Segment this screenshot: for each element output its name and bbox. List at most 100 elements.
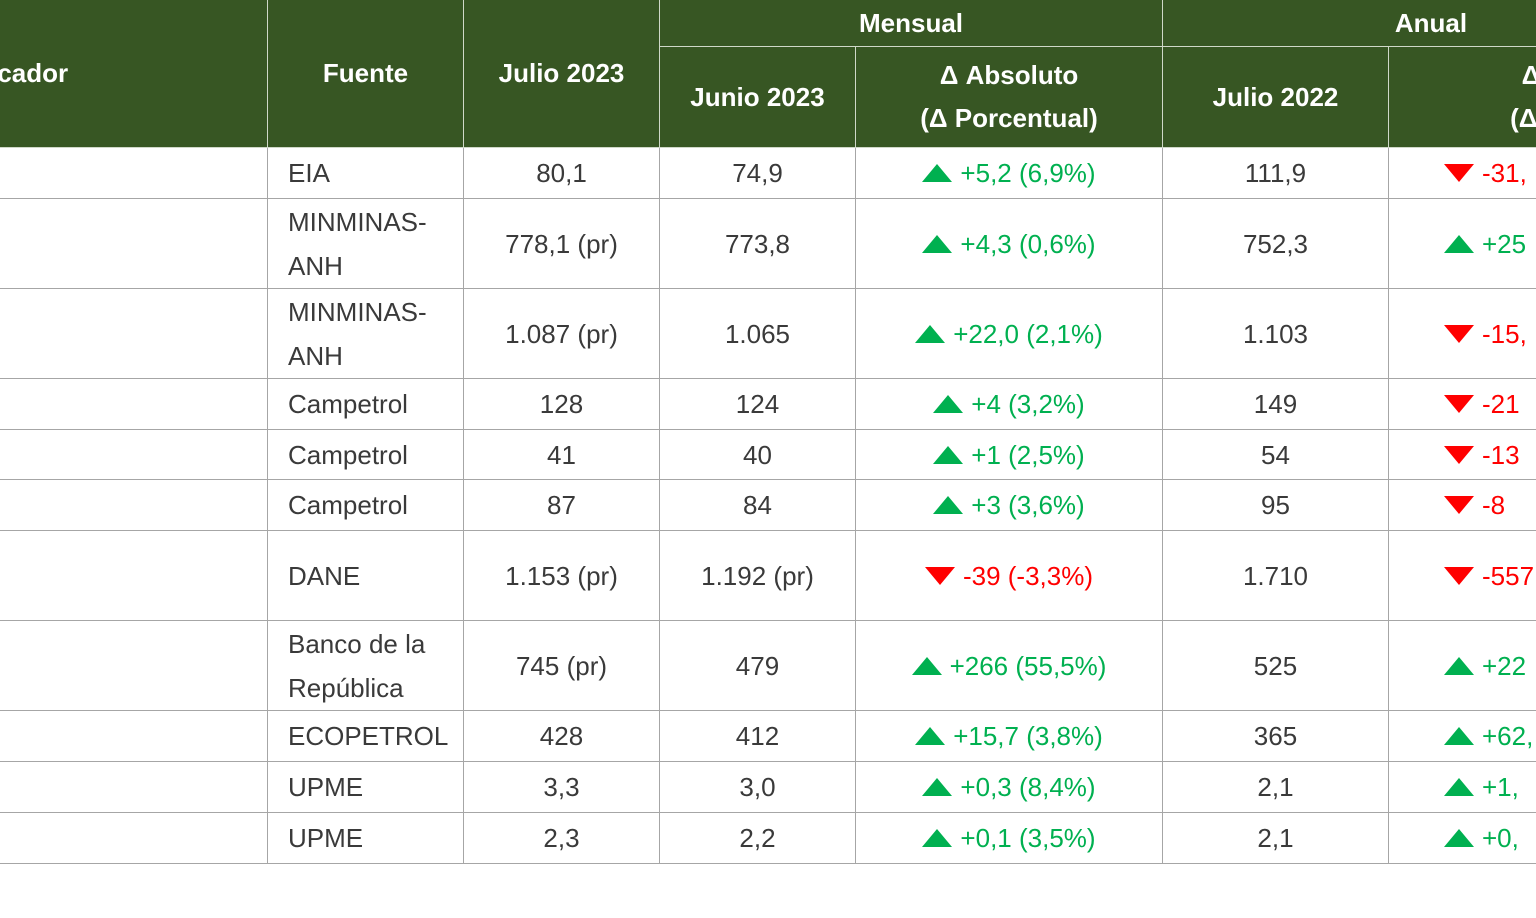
- delta-cell: +1,: [1389, 762, 1536, 813]
- value-cell: 428: [464, 711, 660, 762]
- value-cell: 54: [1163, 430, 1389, 480]
- header-group: Mensual: [660, 0, 1163, 47]
- value-text: 778,1 (pr): [505, 228, 618, 259]
- arrow-down: [1444, 566, 1474, 585]
- delta-text: +0,1 (3,5%): [960, 823, 1096, 853]
- header-text: (Δ Po: [1510, 103, 1536, 133]
- header-text: Fuente: [322, 58, 409, 88]
- source-cell: UPME: [268, 762, 464, 813]
- delta-cell: -39 (-3,3%): [856, 531, 1163, 621]
- header-cell: Δ Absoluto (Δ Porcentual): [856, 47, 1163, 148]
- delta-cell: +62,: [1389, 711, 1536, 762]
- header-text: Δ Absoluto: [939, 60, 1079, 90]
- indicator-cell: na (USD/Gal) (5): [0, 762, 268, 813]
- arrow-up: [933, 445, 964, 464]
- delta-cell: +15,7 (3,8%): [856, 711, 1163, 762]
- value-cell: 74,9: [660, 148, 856, 199]
- source-text: EIA: [288, 158, 330, 188]
- value-text: 412: [735, 721, 780, 751]
- delta-cell: +1 (2,5%): [856, 430, 1163, 480]
- delta-cell: -8: [1389, 480, 1536, 531]
- source-text: MINMINAS-: [288, 296, 427, 327]
- delta-text: +4,3 (0,6%): [960, 228, 1096, 259]
- arrow-up: [1444, 656, 1474, 675]
- indicator-cell: (USD/Gal) (5): [0, 813, 268, 864]
- value-cell: 2,3: [464, 813, 660, 864]
- value-cell: 2,1: [1163, 762, 1389, 813]
- value-cell: 365: [1163, 711, 1389, 762]
- value-text: 2,2: [739, 823, 776, 853]
- arrow-up: [922, 829, 953, 847]
- delta-text: +1,: [1482, 772, 1519, 802]
- value-cell: 2,2: [660, 813, 856, 864]
- value-cell: 1.153 (pr): [464, 531, 660, 621]
- value-text: 54: [1261, 439, 1290, 470]
- delta-text: -39 (-3,3%): [962, 560, 1094, 591]
- indicator-cell: acondicionamiento: [0, 480, 268, 531]
- header-text: Anual: [1394, 7, 1468, 38]
- delta-cell: +0,3 (8,4%): [856, 762, 1163, 813]
- indicator-cell: s Colombia: [0, 379, 268, 430]
- value-text: 1.710: [1242, 560, 1309, 591]
- indicator-cell: (MPCD) (1): [0, 289, 268, 379]
- value-text: 1.192 (pr): [701, 560, 814, 591]
- delta-text: -13: [1482, 439, 1520, 470]
- source-cell: UPME: [268, 813, 464, 864]
- arrow-up: [933, 496, 964, 514]
- arrow-up: [1444, 234, 1474, 253]
- indicator-cell: [0, 148, 268, 199]
- delta-cell: +0,1 (3,5%): [856, 813, 1163, 864]
- source-cell: Campetrol: [268, 379, 464, 430]
- delta-text: -8: [1482, 490, 1506, 520]
- value-cell: 1.710: [1163, 531, 1389, 621]
- indicator-cell: óleo (KBOPD) (1): [0, 199, 268, 289]
- delta-text: +266 (55,5%): [949, 650, 1107, 681]
- delta-text: -21: [1482, 389, 1520, 419]
- value-text: 365: [1253, 721, 1298, 751]
- arrow-down: [1444, 496, 1474, 514]
- source-text: Campetrol: [288, 490, 408, 520]
- header-text: Δ A: [1521, 60, 1536, 90]
- value-cell: 3,3: [464, 762, 660, 813]
- value-text: 40: [743, 439, 772, 470]
- value-cell: 1.192 (pr): [660, 531, 856, 621]
- source-text: ECOPETROL: [288, 721, 449, 751]
- value-cell: 87: [464, 480, 660, 531]
- delta-text: +25: [1482, 228, 1527, 259]
- value-cell: 412: [660, 711, 856, 762]
- delta-text: +0,3 (8,4%): [960, 772, 1096, 802]
- value-text: 2,1: [1257, 823, 1294, 853]
- delta-text: +4 (3,2%): [971, 389, 1085, 419]
- value-cell: 128: [464, 379, 660, 430]
- delta-cell: -31,: [1389, 148, 1536, 199]
- value-text: 80,1: [536, 158, 587, 188]
- value-cell: 111,9: [1163, 148, 1389, 199]
- value-cell: 124: [660, 379, 856, 430]
- delta-cell: +25: [1389, 199, 1536, 289]
- value-cell: 1.103: [1163, 289, 1389, 379]
- delta-text: -15,: [1482, 318, 1527, 349]
- value-cell: 41: [464, 430, 660, 480]
- delta-text: +15,7 (3,8%): [953, 721, 1103, 751]
- arrow-down: [924, 566, 955, 585]
- delta-cell: -15,: [1389, 289, 1536, 379]
- delta-cell: +22: [1389, 621, 1536, 711]
- source-text: Campetrol: [288, 389, 408, 419]
- value-cell: 773,8: [660, 199, 856, 289]
- value-cell: 40: [660, 430, 856, 480]
- arrow-up: [915, 727, 946, 745]
- arrow-up: [922, 164, 953, 182]
- value-text: 41: [547, 439, 576, 470]
- delta-cell: +4,3 (0,6%): [856, 199, 1163, 289]
- value-cell: 525: [1163, 621, 1389, 711]
- value-cell: 778,1 (pr): [464, 199, 660, 289]
- delta-cell: +22,0 (2,1%): [856, 289, 1163, 379]
- arrow-up: [915, 324, 946, 343]
- value-cell: 1.065: [660, 289, 856, 379]
- value-cell: 1.087 (pr): [464, 289, 660, 379]
- value-text: 3,3: [543, 772, 580, 802]
- header-text: Julio 2022: [1212, 81, 1339, 112]
- header-cell: Fuente: [268, 0, 464, 148]
- value-cell: 80,1: [464, 148, 660, 199]
- header-text: Junio 2023: [690, 81, 825, 112]
